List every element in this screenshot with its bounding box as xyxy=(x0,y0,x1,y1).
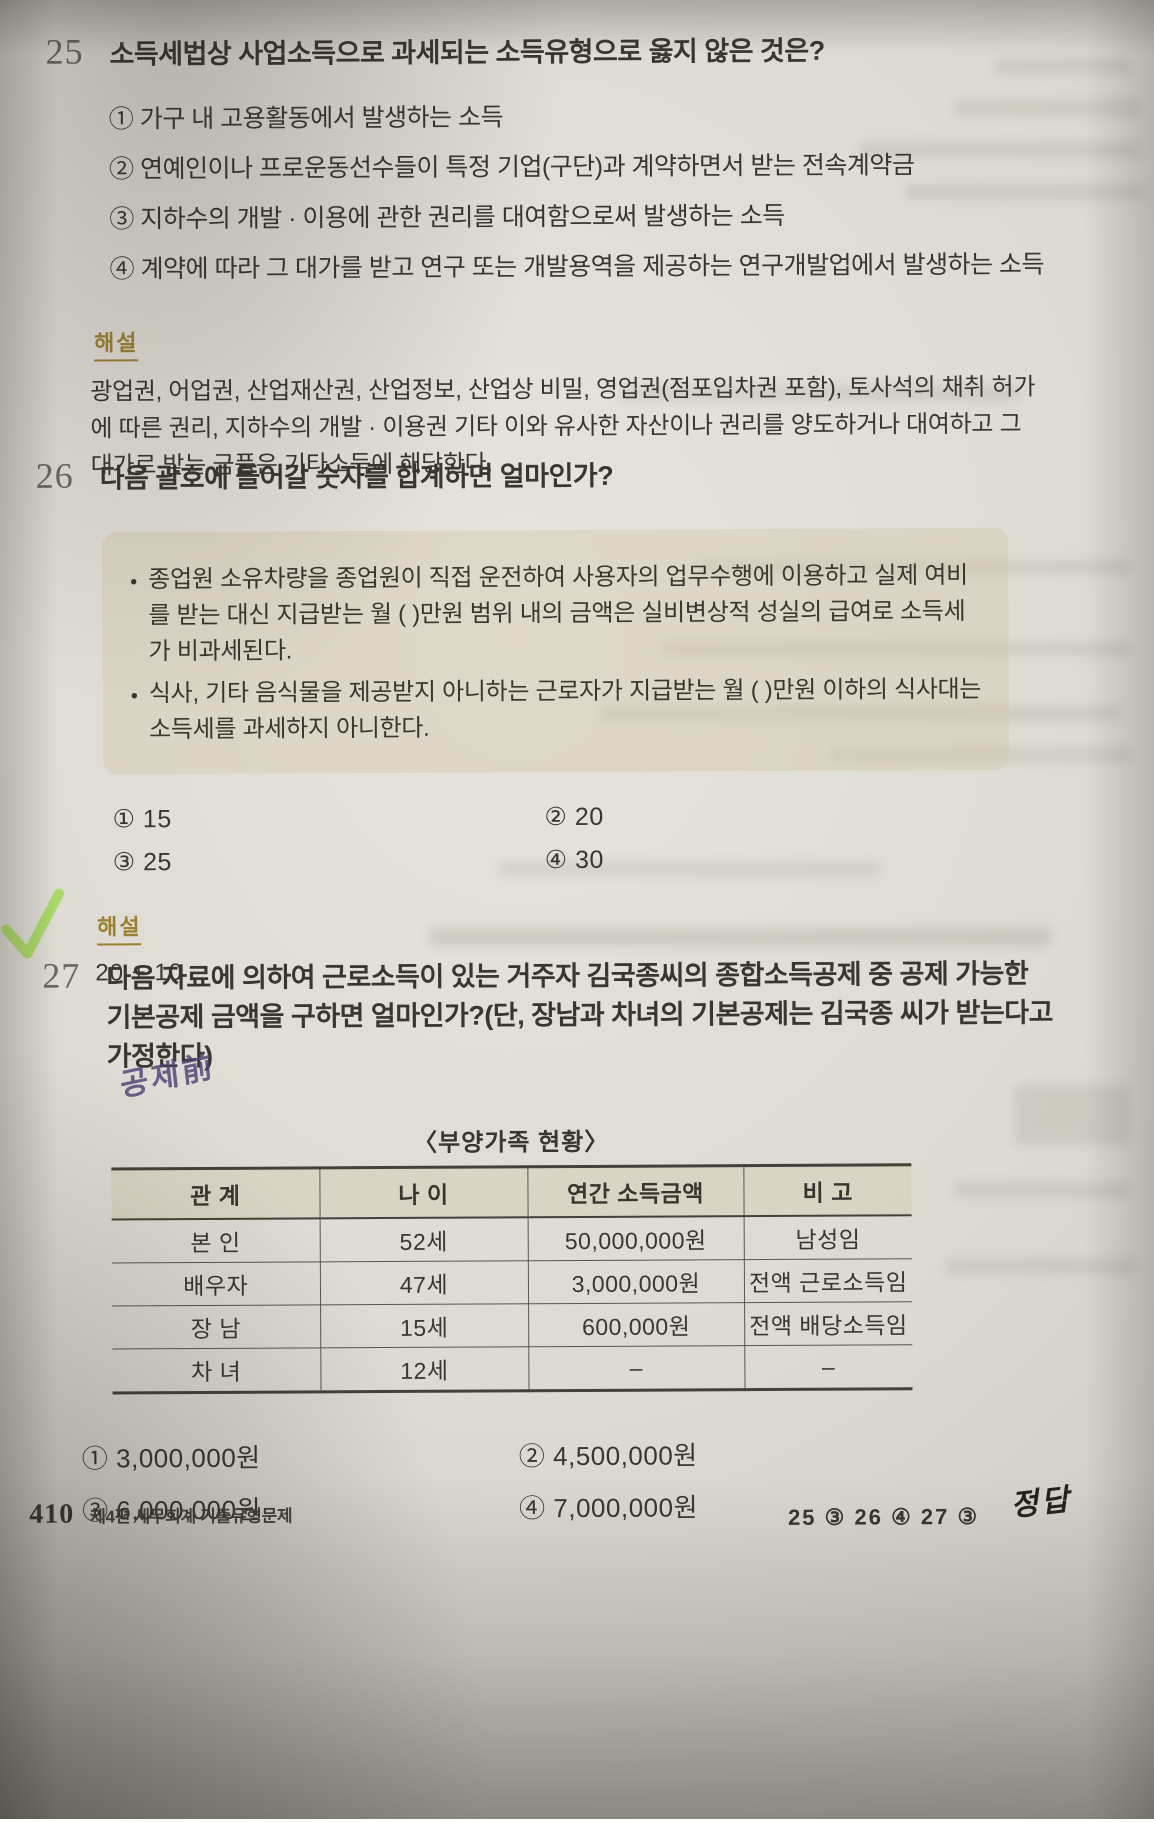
box-item-text: 종업원 소유차량을 종업원이 직접 운전하여 사용자의 업무수행에 이용하고 실… xyxy=(148,561,968,666)
cell-income: 3,000,000원 xyxy=(527,1259,745,1304)
question-26-option-4: ④ 30 xyxy=(544,845,604,875)
cell-income: 50,000,000원 xyxy=(527,1216,744,1261)
question-27-title: 다음 자료에 의하여 근로소득이 있는 거주자 김국종씨의 종합소득공제 중 공… xyxy=(106,958,1054,1072)
explanation-label: 해설 xyxy=(93,325,139,362)
question-26-options: ① 15 ② 20 ③ 25 ④ 30 xyxy=(112,801,732,877)
box-item: • 식사, 기타 음식물을 제공받지 아니하는 근로자가 지급받는 월 ( )만… xyxy=(131,672,983,748)
green-checkmark xyxy=(1,888,65,959)
question-25: 25 소득세법상 사업소득으로 과세되는 소득유형으로 옳지 않은 것은? ① … xyxy=(0,25,1152,485)
cell-age: 15세 xyxy=(320,1303,529,1348)
cell-income: – xyxy=(528,1345,745,1391)
footer-section-text: 제4편 세무회계 기출유형문제 xyxy=(90,1506,293,1527)
question-26-box: • 종업원 소유차량을 종업원이 직접 운전하여 사용자의 업무수행에 이용하고… xyxy=(102,527,1010,775)
question-26-option-2: ② 20 xyxy=(544,802,604,832)
question-27-option-1: ① 3,000,000원 xyxy=(81,1442,261,1474)
question-26-option-1: ① 15 xyxy=(112,805,172,834)
question-25-options: ① 가구 내 고용활동에서 발생하는 소득 ② 연예인이나 프로운동선수들이 특… xyxy=(109,94,1151,285)
page-number: 410 xyxy=(29,1498,75,1530)
cell-note: 전액 근로소득임 xyxy=(743,1258,913,1303)
box-item-text: 식사, 기타 음식물을 제공받지 아니하는 근로자가 지급받는 월 ( )만원 … xyxy=(148,675,982,744)
question-25-option-1: ① 가구 내 고용활동에서 발생하는 소득 xyxy=(108,103,504,134)
table-title: 〈부양가족 현황〉 xyxy=(413,1128,610,1157)
page-footer: 410 제4편 세무회계 기출유형문제 25 ③ 26 ④ 27 ③ 정답 xyxy=(3,1483,1154,1553)
box-item: • 종업원 소유차량을 종업원이 직접 운전하여 사용자의 업무수행에 이용하고… xyxy=(130,558,983,670)
cell-age: 47세 xyxy=(319,1260,529,1305)
table-row: 본 인 52세 50,000,000원 남성임 xyxy=(111,1215,912,1263)
question-25-title: 소득세법상 사업소득으로 과세되는 소득유형으로 옳지 않은 것은? xyxy=(109,35,825,70)
cell-relation: 장 남 xyxy=(112,1304,321,1349)
header-relation: 관 계 xyxy=(111,1167,320,1220)
cell-note: 전액 배당소득임 xyxy=(744,1301,913,1346)
question-25-option-4: ④ 계약에 따라 그 대가를 받고 연구 또는 개발용역을 제공하는 연구개발업… xyxy=(109,250,1045,284)
question-26-number: 26 xyxy=(35,455,74,496)
cell-relation: 차 녀 xyxy=(112,1347,321,1393)
bullet-marker: • xyxy=(130,571,138,594)
cell-age: 52세 xyxy=(319,1217,528,1262)
footer-answers: 25 ③ 26 ④ 27 ③ xyxy=(787,1503,980,1530)
header-age: 나 이 xyxy=(319,1166,528,1219)
question-27: 27 다음 자료에 의하여 근로소득이 있는 거주자 김국종씨의 종합소득공제 … xyxy=(0,949,1154,1528)
table-row: 장 남 15세 600,000원 전액 배당소득임 xyxy=(112,1301,913,1349)
question-27-option-2: ② 4,500,000원 xyxy=(518,1440,698,1472)
question-26-option-3: ③ 25 xyxy=(112,848,172,877)
table-row: 차 녀 12세 – – xyxy=(112,1345,912,1393)
question-25-number: 25 xyxy=(45,31,84,72)
dependents-table: 관 계 나 이 연간 소득금액 비 고 본 인 52세 50,000,000원 … xyxy=(111,1163,913,1395)
footer-left: 410 제4편 세무회계 기출유형문제 xyxy=(29,1497,292,1530)
cell-note: – xyxy=(821,1353,836,1380)
header-annual-income: 연간 소득금액 xyxy=(527,1165,744,1218)
explanation-label: 해설 xyxy=(96,909,142,946)
table-row: 배우자 47세 3,000,000원 전액 근로소득임 xyxy=(111,1258,913,1306)
question-26: 26 다음 괄호에 들어갈 숫자를 합계하면 얼마인가? • 종업원 소유차량을… xyxy=(0,449,1154,988)
question-25-option-2: ② 연예인이나 프로운동선수들이 특정 기업(구단)과 계약하면서 받는 전속계… xyxy=(109,151,915,184)
cell-relation: 배우자 xyxy=(111,1261,321,1306)
table-header-row: 관 계 나 이 연간 소득금액 비 고 xyxy=(111,1164,912,1220)
question-27-number: 27 xyxy=(42,955,81,996)
cell-note: 남성임 xyxy=(743,1215,912,1260)
question-26-title: 다음 괄호에 들어갈 숫자를 합계하면 얼마인가? xyxy=(99,460,614,494)
cell-relation: 본 인 xyxy=(111,1218,320,1263)
answer-stamp: 정답 xyxy=(1008,1483,1074,1523)
header-note: 비 고 xyxy=(743,1164,912,1217)
question-25-option-3: ③ 지하수의 개발 · 이용에 관한 권리를 대여함으로써 발생하는 소득 xyxy=(109,201,785,234)
cell-income: 600,000원 xyxy=(528,1302,745,1347)
bullet-marker: • xyxy=(130,685,138,708)
cell-age: 12세 xyxy=(320,1346,529,1392)
